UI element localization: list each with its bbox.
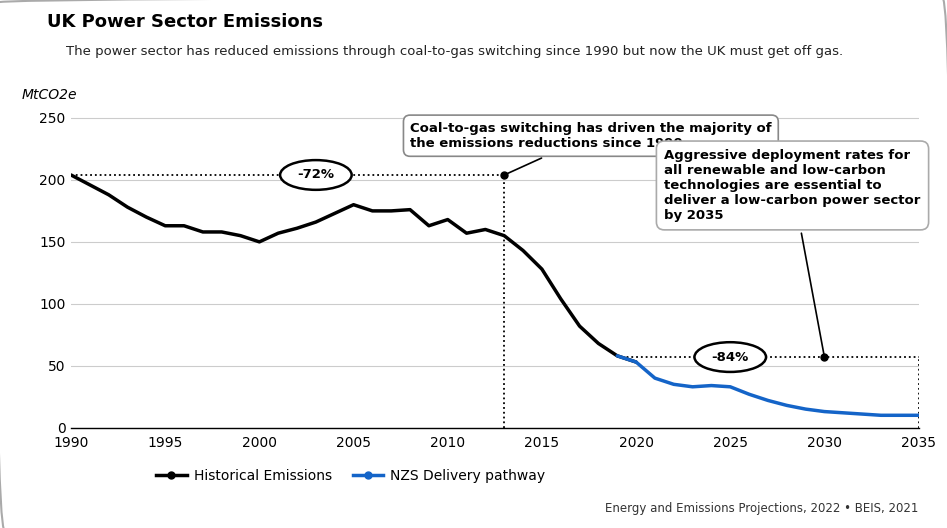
Text: MtCO2e: MtCO2e <box>22 88 78 102</box>
Text: Coal-to-gas switching has driven the majority of
the emissions reductions since : Coal-to-gas switching has driven the maj… <box>410 121 772 174</box>
Text: Aggressive deployment rates for
all renewable and low-carbon
technologies are es: Aggressive deployment rates for all rene… <box>665 149 920 354</box>
Ellipse shape <box>280 160 351 190</box>
Text: The power sector has reduced emissions through coal-to-gas switching since 1990 : The power sector has reduced emissions t… <box>66 45 844 58</box>
Text: Energy and Emissions Projections, 2022 • BEIS, 2021: Energy and Emissions Projections, 2022 •… <box>605 502 919 515</box>
Text: -84%: -84% <box>711 351 749 364</box>
Legend: Historical Emissions, NZS Delivery pathway: Historical Emissions, NZS Delivery pathw… <box>151 463 551 488</box>
Text: UK Power Sector Emissions: UK Power Sector Emissions <box>47 13 323 31</box>
Ellipse shape <box>694 342 766 372</box>
Text: -72%: -72% <box>297 168 334 182</box>
